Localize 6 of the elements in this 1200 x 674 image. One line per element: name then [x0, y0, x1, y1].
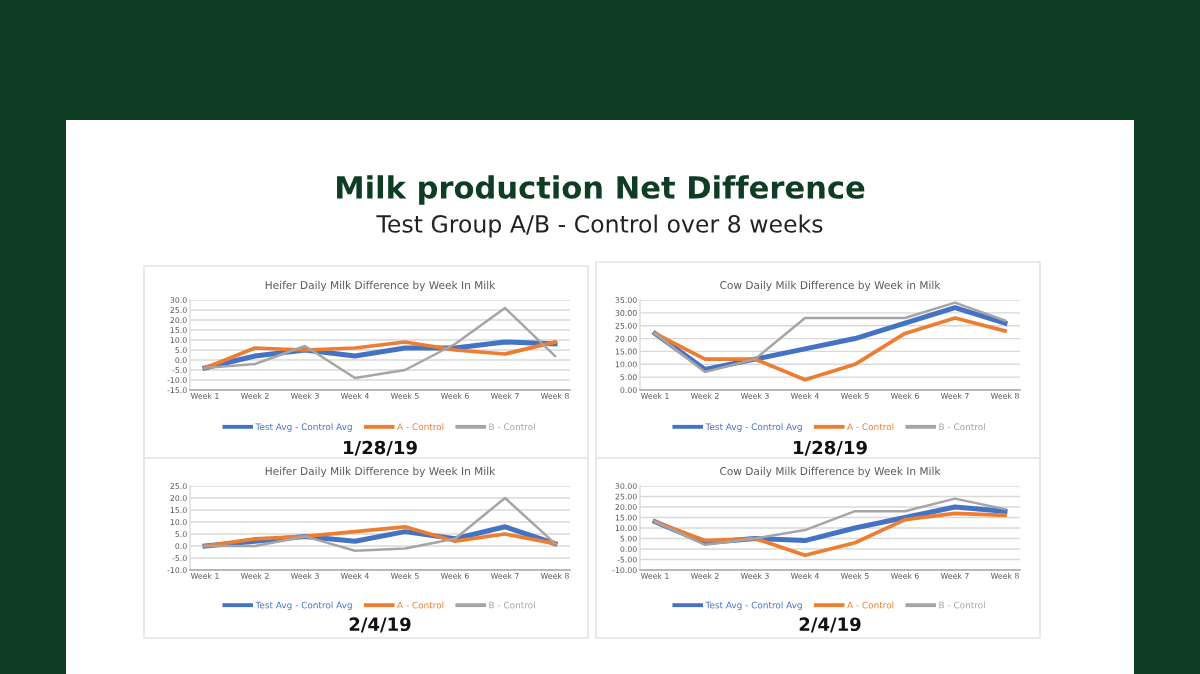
text: 2/4/19 — [349, 617, 411, 633]
text: Test Group A/B - Control over 8 weeks — [376, 214, 823, 238]
text: 1/28/19 — [794, 440, 867, 456]
text: 1/28/19 — [344, 440, 417, 456]
text: 2/4/19 — [799, 617, 861, 633]
text: Milk production Net Difference — [337, 175, 865, 205]
